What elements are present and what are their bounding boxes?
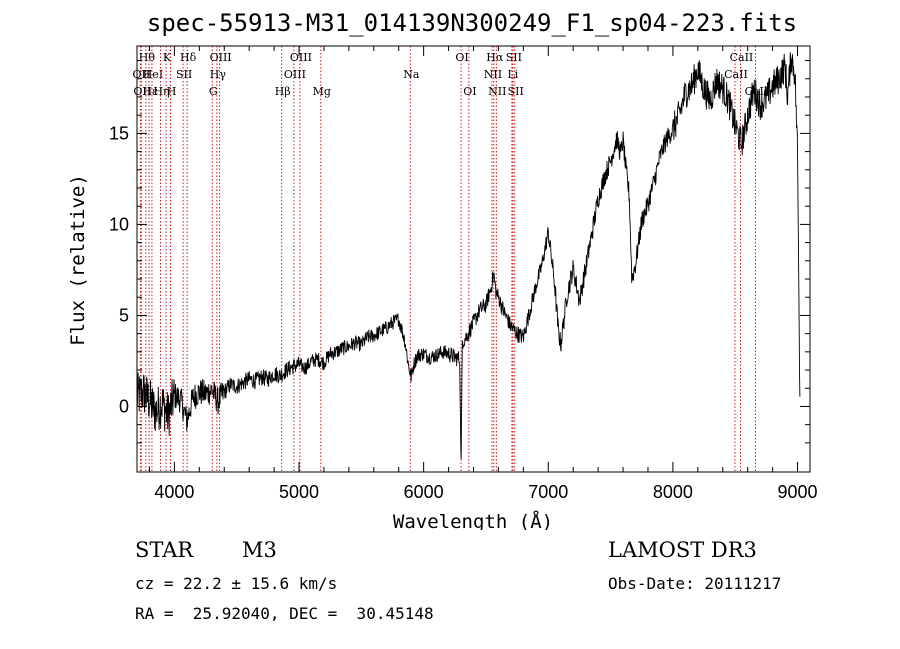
line-marker-label: OIII (284, 68, 306, 81)
x-tick-label: 5000 (279, 482, 319, 502)
observation-date: Obs-Date: 20111217 (608, 574, 782, 593)
line-marker-label: Hδ (180, 51, 197, 64)
object-class: STAR (135, 538, 194, 562)
line-marker-label: G (209, 85, 218, 98)
line-marker-label: HeI (143, 68, 163, 81)
redshift-value: cz = 22.2 ± 15.6 km/s (135, 574, 338, 593)
line-marker-label: SII (508, 85, 524, 98)
y-tick-label: 15 (109, 123, 129, 143)
y-tick-label: 0 (119, 396, 129, 416)
survey-name: LAMOST DR3 (608, 538, 757, 562)
line-marker-label: Hα (486, 51, 504, 64)
x-tick-label: 8000 (653, 482, 693, 502)
line-marker-label: Hβ (275, 85, 291, 98)
line-marker-label: Hγ (210, 68, 227, 81)
line-marker-label: Na (403, 68, 420, 81)
spectrum-series (136, 52, 801, 460)
line-marker-label: H (167, 85, 177, 98)
y-tick-label: 5 (119, 305, 129, 325)
line-marker-label: OI (463, 85, 476, 98)
line-marker-label: Hθ (139, 51, 156, 64)
sky-coordinates: RA = 25.92040, DEC = 30.45148 (135, 604, 434, 623)
object-subclass: M3 (242, 538, 277, 562)
chart-title: spec-55913-M31_014139N300249_F1_sp04-223… (147, 9, 797, 37)
plot-frame (136, 45, 811, 473)
line-marker-label: OII (133, 85, 151, 98)
line-marker-label: OI (455, 51, 468, 64)
line-markers: OIIOIIHθHεHeIHηKHSIIHδGHγOIIIHβOIIIOIIIM… (133, 46, 768, 472)
line-marker-label: OIII (210, 51, 232, 64)
x-tick-label: 6000 (404, 482, 444, 502)
line-marker-label: CaII (730, 51, 754, 64)
y-axis: 0 5 10 15 (109, 60, 810, 444)
line-marker-label: SII (506, 51, 522, 64)
x-tick-label: 9000 (778, 482, 818, 502)
line-marker-label: Hε (142, 85, 158, 98)
x-tick-label: 4000 (154, 482, 194, 502)
x-axis: 4000 5000 6000 7000 8000 9000 (148, 46, 818, 502)
spectrum-line (136, 52, 801, 460)
y-tick-label: 10 (109, 214, 129, 234)
line-marker-label: NII (488, 85, 506, 98)
line-marker-label: OIII (290, 51, 312, 64)
line-marker-label: K (163, 51, 172, 64)
x-axis-label: Wavelength (Å) (393, 510, 553, 530)
line-marker-label: CaII (724, 68, 748, 81)
line-marker-label: Mg (313, 85, 331, 98)
spectrum-chart: spec-55913-M31_014139N300249_F1_sp04-223… (67, 9, 818, 533)
line-marker-label: NII (484, 68, 502, 81)
y-axis-label: Flux (relative) (67, 174, 89, 346)
x-tick-label: 7000 (528, 482, 568, 502)
line-marker-label: SII (176, 68, 192, 81)
